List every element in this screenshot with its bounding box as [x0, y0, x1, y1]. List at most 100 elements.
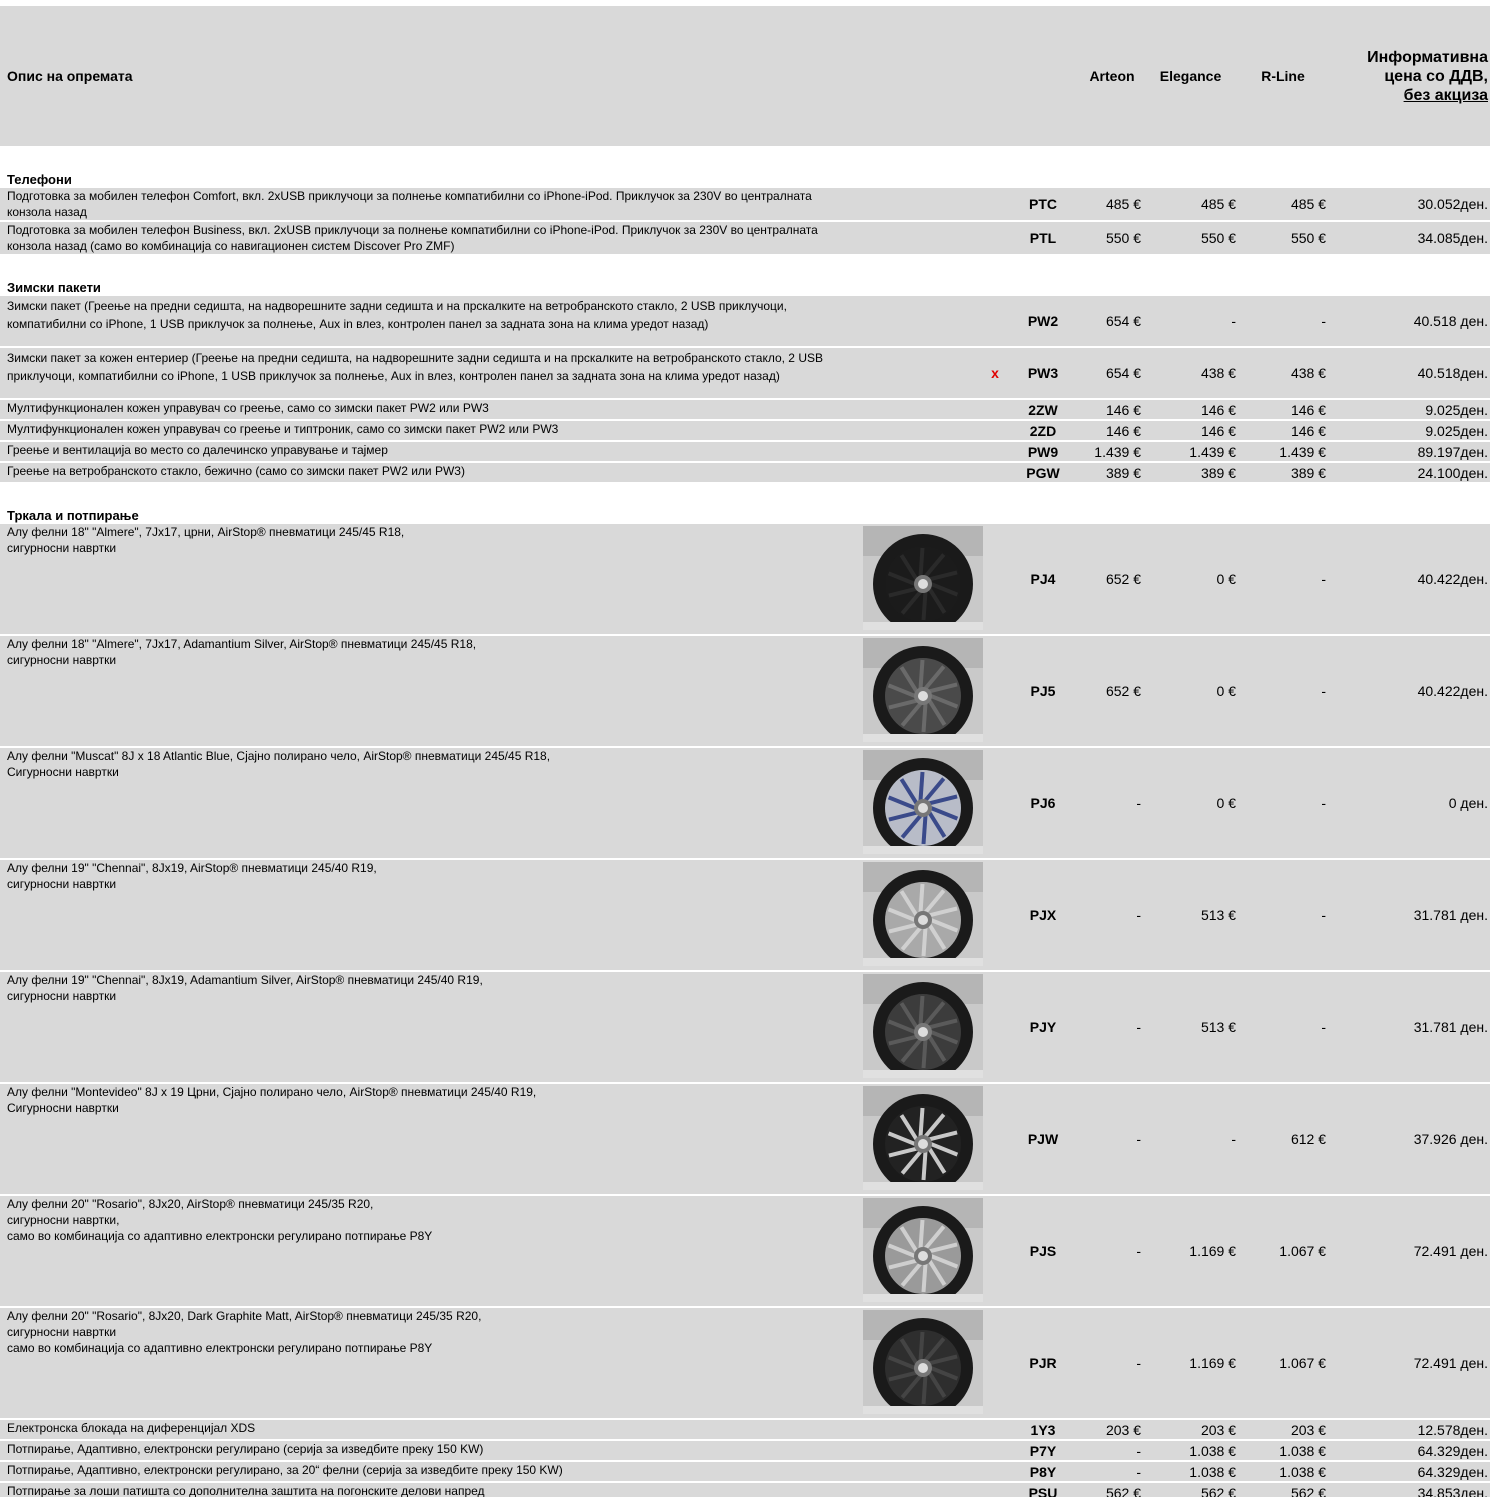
row-value: 203 € — [1290, 1421, 1326, 1438]
row-value: 1.067 € — [1279, 1243, 1326, 1259]
row-code: PJ4 — [1030, 571, 1056, 587]
row-description: Подготовка за мобилен телефон Comfort, в… — [0, 188, 985, 220]
row-value: - — [1136, 1243, 1141, 1259]
row-value: 1.038 € — [1279, 1442, 1326, 1459]
description-line: Алу фелни 20" "Rosario", 8Jx20, Dark Gra… — [7, 1309, 482, 1323]
wheel-image — [863, 1086, 983, 1190]
row-price: 31.781 ден. — [1413, 907, 1488, 923]
description-line: Алу фелни 18" "Almere", 7Jx17, Adamantiu… — [7, 637, 477, 651]
description-line: сигурносни навртки — [7, 541, 117, 555]
table-row: Алу фелни "Montevideo" 8J x 19 Црни, Сја… — [0, 1084, 1490, 1194]
row-value: 513 € — [1200, 907, 1236, 923]
row-value: 389 € — [1200, 464, 1236, 481]
description-line: Алу фелни 19" "Chennai", 8Jx19, AirStop®… — [7, 861, 377, 875]
row-value: - — [1136, 1355, 1141, 1371]
image-cell — [855, 1308, 985, 1418]
description-line: сигурносни навртки — [7, 1325, 117, 1339]
row-value: 612 € — [1290, 1131, 1326, 1147]
wheel-image — [863, 526, 983, 630]
row-value: 550 € — [1290, 230, 1326, 246]
row-description: Алу фелни 18" "Almere", 7Jx17, Adamantiu… — [0, 636, 855, 668]
description-line: сигурносни навртки, — [7, 1213, 120, 1227]
description-line: само во комбинација со адаптивно електро… — [7, 1229, 433, 1243]
description-line: Сигурносни навртки — [7, 765, 119, 779]
table-row: Подготовка за мобилен телефон Business, … — [0, 222, 1490, 254]
row-code: PJY — [1029, 1019, 1057, 1035]
row-price: 40.422ден. — [1417, 683, 1488, 699]
description-line: Греење на ветробранското стакло, бежично… — [7, 464, 465, 478]
description-line: Подготовка за мобилен телефон Comfort, в… — [7, 189, 812, 203]
row-marker: x — [991, 365, 999, 381]
row-value: - — [1136, 907, 1141, 923]
row-value: - — [1231, 313, 1236, 329]
description-line: Потпирање за лоши патишта со дополнителн… — [7, 1484, 485, 1497]
row-description: Алу фелни 18" "Almere", 7Jx17, црни, Air… — [0, 524, 855, 556]
row-code: P8Y — [1029, 1463, 1057, 1480]
wheel-image — [863, 974, 983, 1078]
description-line: приклучоци, компатибилни со iPhone, 1 US… — [7, 369, 780, 383]
wheel-image — [863, 862, 983, 966]
row-value: 0 € — [1216, 683, 1236, 699]
row-price: 34.085ден. — [1417, 230, 1488, 246]
row-value: 485 € — [1290, 196, 1326, 212]
row-value: - — [1136, 1019, 1141, 1035]
row-description: Потпирање за лоши патишта со дополнителн… — [0, 1483, 985, 1497]
row-code: PJ5 — [1030, 683, 1056, 699]
row-value: 485 € — [1105, 196, 1141, 212]
section-title: Телефони — [7, 172, 72, 187]
table-row: Подготовка за мобилен телефон Comfort, в… — [0, 188, 1490, 220]
description-line: Зимски пакет (Греење на предни седишта, … — [7, 299, 787, 313]
row-code: P7Y — [1029, 1442, 1057, 1459]
image-cell — [855, 524, 985, 634]
row-value: 1.169 € — [1189, 1355, 1236, 1371]
row-value: 562 € — [1290, 1484, 1326, 1497]
row-description: Зимски пакет за кожен ентериер (Греење н… — [0, 348, 985, 385]
section-title: Тркала и потпирање — [7, 508, 139, 523]
row-value: 1.439 € — [1189, 443, 1236, 460]
row-value: 1.439 € — [1094, 443, 1141, 460]
table-row: Потпирање, Адаптивно, електронски регули… — [0, 1441, 1490, 1460]
row-value: 389 € — [1105, 464, 1141, 481]
row-code: PJS — [1029, 1243, 1057, 1259]
table-row: Електронска блокада на диференцијал XDS 1… — [0, 1420, 1490, 1439]
table-row: Греење на ветробранското стакло, бежично… — [0, 463, 1490, 482]
description-line: компатибилни со iPhone, 1 USB приклучок … — [7, 317, 709, 331]
description-line: Електронска блокада на диференцијал XDS — [7, 1421, 256, 1435]
image-cell — [855, 972, 985, 1082]
row-code: PW2 — [1027, 313, 1059, 329]
header-column: Elegance — [1159, 68, 1222, 84]
header-description: Опис на опремата — [7, 68, 133, 84]
table-row: Потпирање, Адаптивно, електронски регули… — [0, 1462, 1490, 1481]
row-description: Мултифункционален кожен управувач со гре… — [0, 400, 985, 416]
table-row: Алу фелни 20" "Rosario", 8Jx20, Dark Gra… — [0, 1308, 1490, 1418]
row-value: 1.038 € — [1279, 1463, 1326, 1480]
row-price: 40.518ден. — [1417, 365, 1488, 381]
row-price: 72.491 ден. — [1413, 1355, 1488, 1371]
row-value: 1.038 € — [1189, 1442, 1236, 1459]
row-value: 1.038 € — [1189, 1463, 1236, 1480]
image-cell — [855, 636, 985, 746]
header-price-line: Информативна — [1367, 48, 1488, 66]
table-row: Зимски пакет за кожен ентериер (Греење н… — [0, 348, 1490, 398]
row-value: - — [1321, 907, 1326, 923]
row-code: PJW — [1027, 1131, 1059, 1147]
row-code: PTC — [1029, 196, 1057, 212]
row-code: PTL — [1029, 230, 1057, 246]
description-line: само во комбинација со адаптивно електро… — [7, 1341, 433, 1355]
row-value: 146 € — [1200, 401, 1236, 418]
image-cell — [855, 1084, 985, 1194]
row-description: Греење и вентилација во место со далечин… — [0, 442, 985, 458]
description-line: сигурносни навртки — [7, 877, 117, 891]
wheel-image — [863, 1310, 983, 1414]
description-line: Зимски пакет за кожен ентериер (Греење н… — [7, 351, 823, 365]
row-price: 0 ден. — [1448, 795, 1488, 811]
row-value: 438 € — [1290, 365, 1326, 381]
row-value: - — [1321, 1019, 1326, 1035]
description-line: Алу фелни 18" "Almere", 7Jx17, црни, Air… — [7, 525, 405, 539]
row-price: 9.025ден. — [1425, 401, 1488, 418]
row-code: PGW — [1026, 464, 1060, 481]
table-row: Мултифункционален кожен управувач со гре… — [0, 421, 1490, 440]
description-line: Алу фелни "Muscat" 8J x 18 Atlantic Blue… — [7, 749, 551, 763]
table-row: Потпирање за лоши патишта со дополнителн… — [0, 1483, 1490, 1497]
row-value: 485 € — [1200, 196, 1236, 212]
